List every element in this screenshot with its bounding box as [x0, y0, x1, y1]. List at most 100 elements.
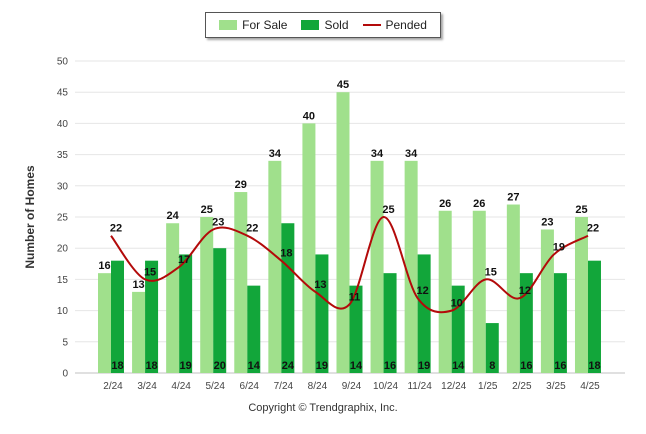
x-tick-label: 9/24: [342, 381, 362, 392]
pended-line: [110, 216, 589, 314]
for-sale-data-label: 25: [575, 204, 587, 216]
sold-data-label: 19: [418, 360, 430, 372]
data-labels-layer: 16 18 22 13 18 15 24 19 17 25 20 23 29 14 22 34 24 18 40 19…: [98, 79, 600, 372]
pended-data-label: 10: [451, 298, 463, 310]
for-sale-swatch: [219, 20, 238, 30]
sold-bar: [349, 285, 363, 373]
y-tick-label: 50: [57, 57, 69, 68]
sold-data-label: 19: [316, 360, 328, 372]
for-sale-data-label: 24: [167, 210, 180, 222]
sold-data-label: 14: [248, 360, 261, 372]
for-sale-data-label: 45: [337, 79, 349, 91]
sold-bar: [213, 248, 227, 373]
legend-label-for-sale: For Sale: [242, 18, 288, 32]
x-tick-label: 2/24: [103, 381, 123, 392]
pended-data-label: 15: [485, 266, 497, 278]
y-tick-label: 35: [57, 150, 69, 161]
sold-bar: [587, 260, 601, 373]
for-sale-bar: [506, 204, 520, 373]
sold-data-label: 14: [452, 360, 465, 372]
sold-swatch: [301, 20, 320, 30]
for-sale-bar: [472, 210, 486, 373]
pended-data-label: 22: [110, 223, 122, 235]
for-sale-bar: [98, 273, 111, 373]
for-sale-data-label: 34: [371, 148, 384, 160]
for-sale-bar: [166, 223, 180, 373]
for-sale-bar: [336, 92, 350, 373]
sold-data-label: 8: [489, 360, 495, 372]
legend-label-pended: Pended: [385, 18, 427, 32]
pended-data-label: 11: [349, 291, 361, 303]
for-sale-data-label: 34: [405, 148, 418, 160]
sold-data-label: 14: [350, 360, 363, 372]
sold-data-label: 16: [520, 360, 532, 372]
for-sale-bar: [370, 160, 384, 373]
pended-data-label: 15: [144, 266, 156, 278]
pended-data-label: 23: [212, 216, 224, 228]
sold-bar: [315, 254, 329, 373]
copyright-text: Copyright © Trendgraphix, Inc.: [248, 402, 398, 414]
sold-data-label: 20: [214, 360, 226, 372]
sold-data-label: 18: [588, 360, 600, 372]
pended-data-label: 22: [587, 223, 599, 235]
pended-data-label: 12: [417, 285, 429, 297]
pended-data-label: 18: [280, 248, 292, 260]
y-tick-label: 5: [62, 337, 68, 348]
pended-data-label: 17: [178, 254, 190, 266]
for-sale-data-label: 40: [303, 110, 315, 122]
pended-data-label: 19: [553, 241, 565, 253]
x-tick-label: 5/24: [205, 381, 225, 392]
legend-label-sold: Sold: [324, 18, 349, 32]
for-sale-bar: [132, 291, 146, 373]
y-tick-label: 30: [57, 181, 69, 192]
pended-data-label: 12: [519, 285, 531, 297]
pended-data-label: 13: [314, 279, 326, 291]
bars-layer: [98, 92, 601, 374]
legend-item-for-sale[interactable]: For Sale: [219, 18, 287, 32]
sold-bar: [281, 223, 295, 373]
for-sale-bar: [200, 217, 214, 373]
sold-bar: [417, 254, 431, 373]
x-tick-label: 3/25: [546, 381, 566, 392]
sold-data-label: 19: [180, 360, 192, 372]
sold-bar: [145, 260, 159, 373]
x-tick-label: 7/24: [274, 381, 294, 392]
for-sale-bar: [438, 210, 452, 373]
x-tick-label: 2/25: [512, 381, 532, 392]
sold-data-label: 16: [384, 360, 396, 372]
sold-data-label: 24: [282, 360, 295, 372]
x-tick-label: 6/24: [240, 381, 260, 392]
for-sale-bar: [404, 160, 418, 373]
sold-bar: [179, 254, 193, 373]
legend-item-pended[interactable]: Pended: [362, 18, 427, 32]
pended-data-label: 22: [246, 223, 258, 235]
for-sale-bar: [302, 123, 316, 374]
x-tick-label: 4/25: [580, 381, 600, 392]
y-tick-label: 40: [57, 119, 69, 130]
x-tick-label: 3/24: [137, 381, 157, 392]
pended-line-layer: [110, 216, 589, 314]
for-sale-bar: [574, 217, 588, 373]
x-tick-label: 10/24: [373, 381, 398, 392]
y-tick-label: 15: [57, 275, 69, 286]
for-sale-data-label: 26: [439, 198, 451, 210]
for-sale-bar: [234, 192, 248, 373]
for-sale-data-label: 29: [235, 179, 247, 191]
legend-item-sold[interactable]: Sold: [301, 18, 349, 32]
sold-data-label: 18: [111, 360, 123, 372]
for-sale-data-label: 25: [201, 204, 213, 216]
for-sale-data-label: 23: [541, 216, 553, 228]
x-tick-label: 4/24: [171, 381, 191, 392]
sold-bar: [553, 273, 567, 373]
pended-data-label: 25: [382, 204, 394, 216]
for-sale-data-label: 13: [132, 279, 144, 291]
x-tick-label: 12/24: [441, 381, 466, 392]
sold-data-label: 18: [145, 360, 157, 372]
sold-data-label: 16: [554, 360, 566, 372]
sold-bar: [247, 285, 261, 373]
sold-bar: [519, 273, 533, 373]
legend: For Sale Sold Pended: [205, 12, 441, 38]
x-tick-label: 1/25: [478, 381, 498, 392]
sold-bar: [111, 260, 124, 373]
